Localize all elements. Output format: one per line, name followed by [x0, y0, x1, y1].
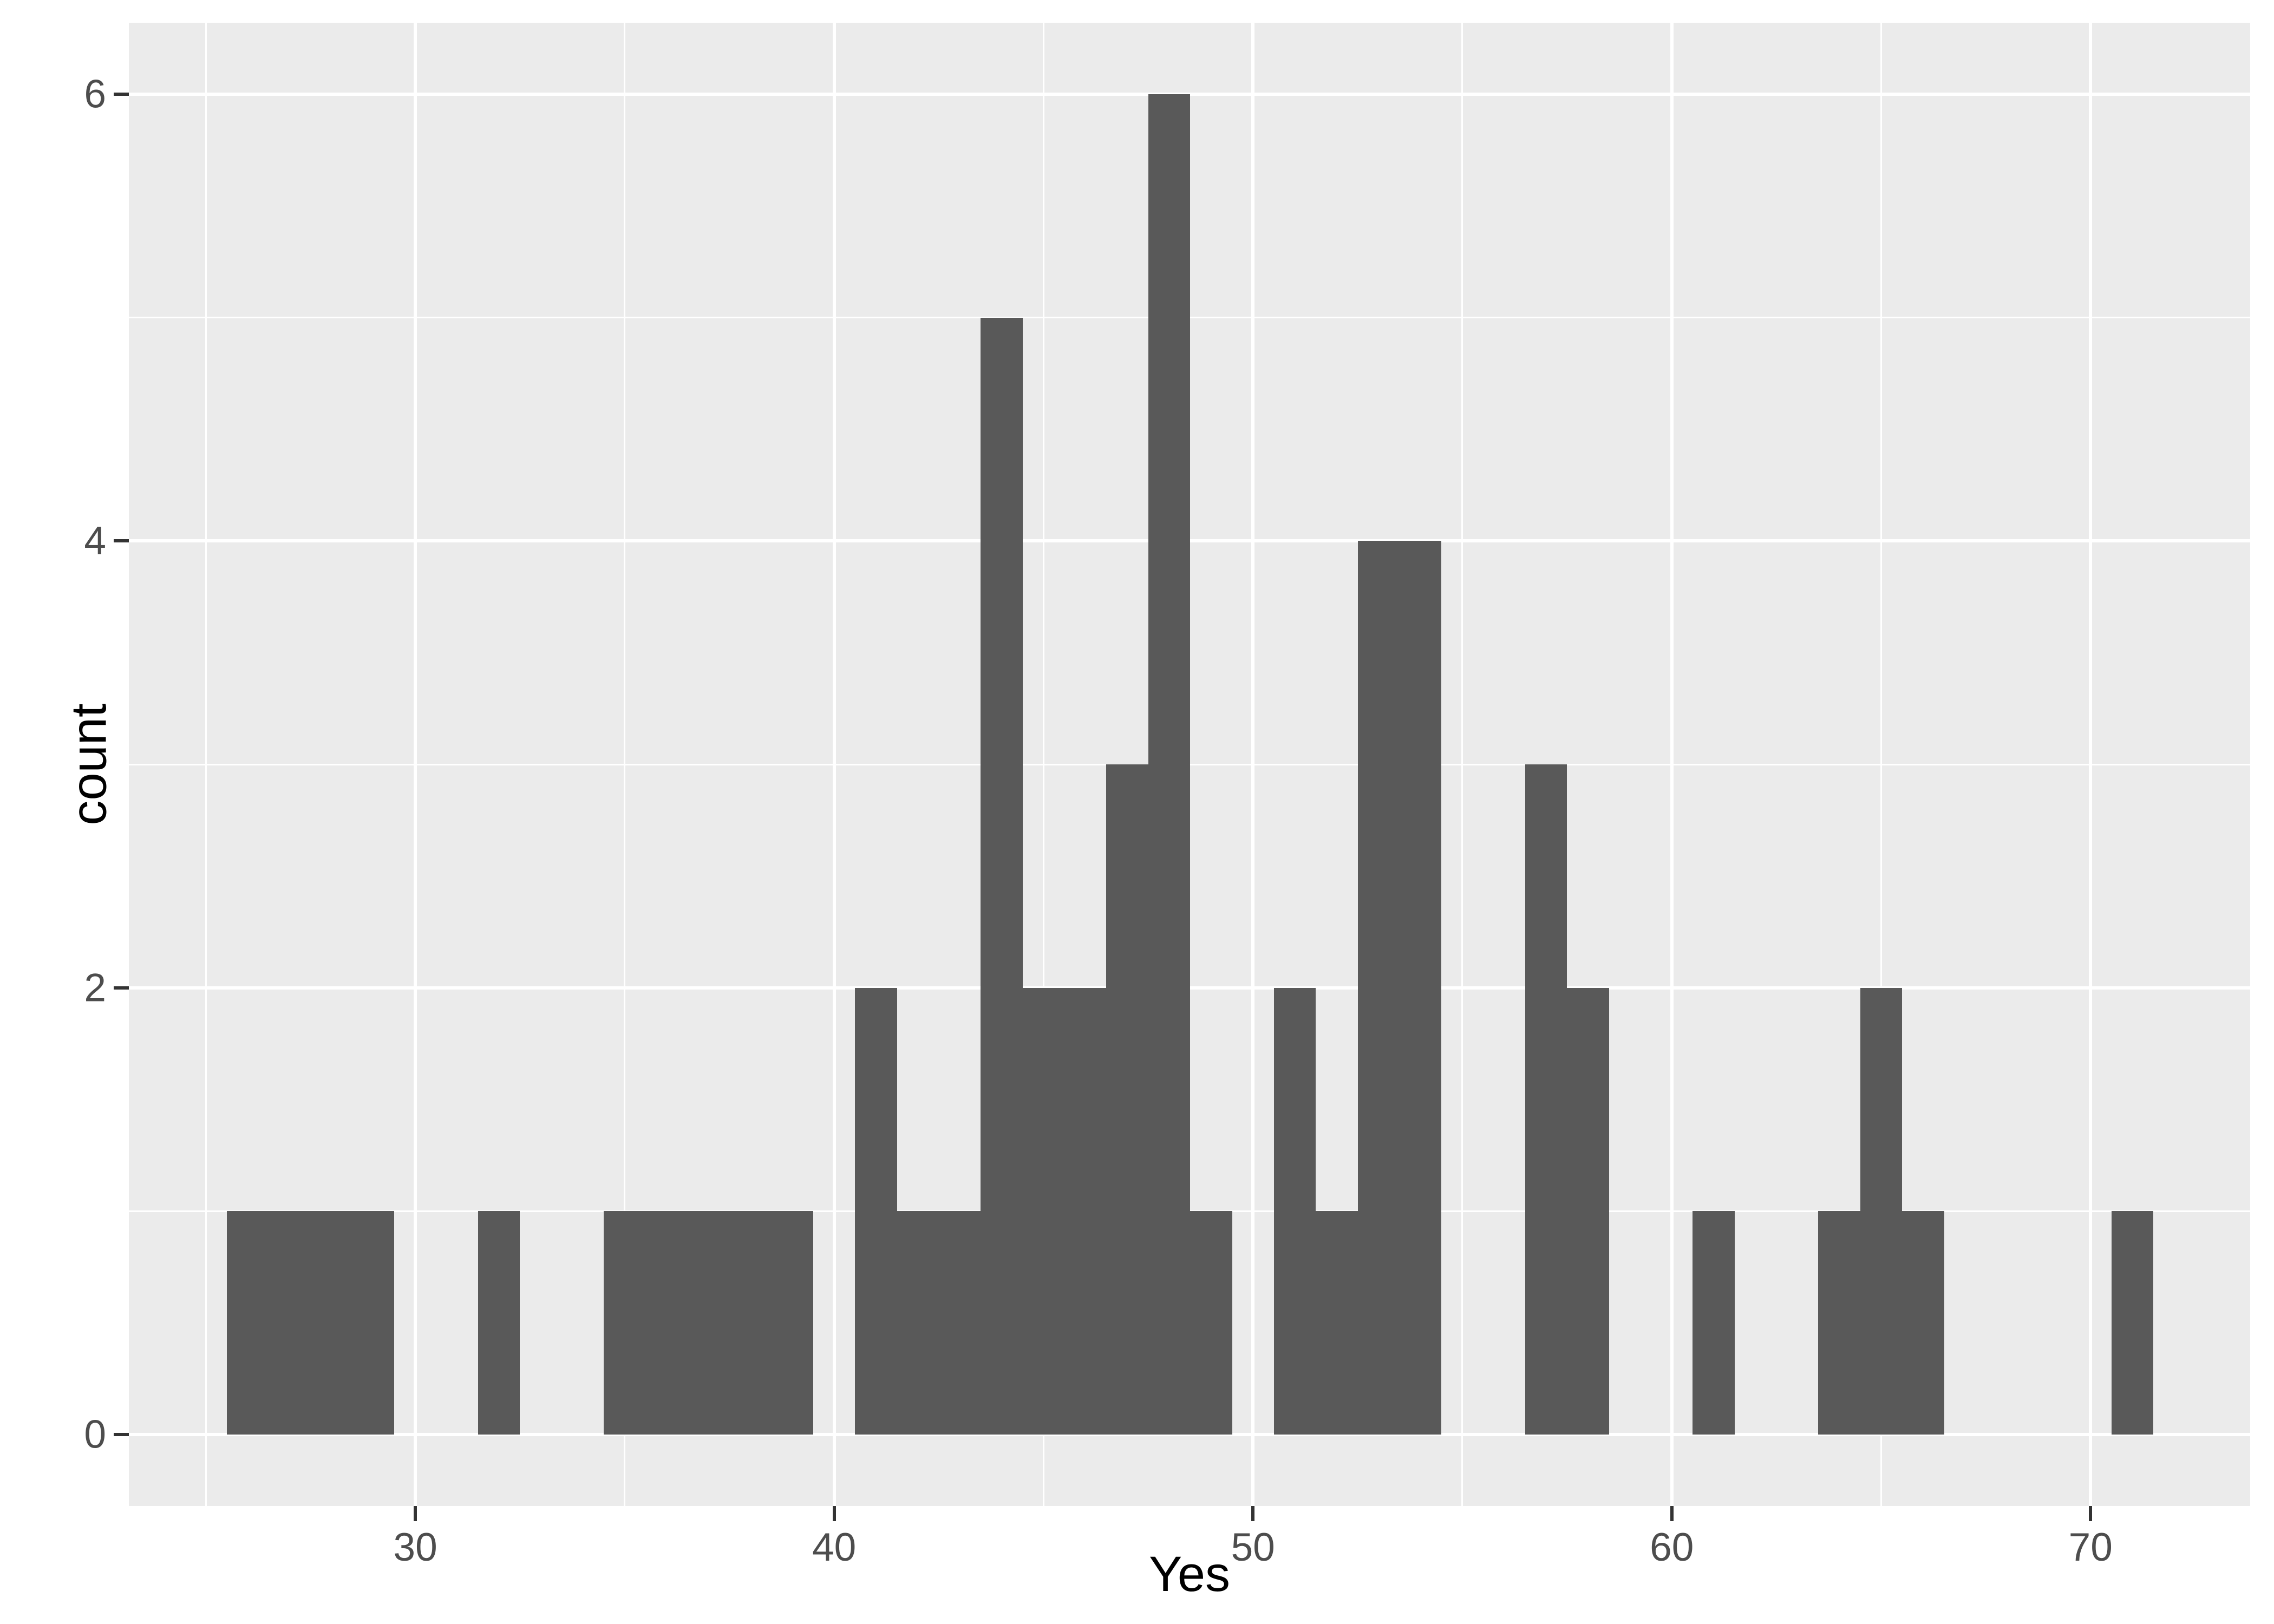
- x-axis-tick-mark: [1670, 1506, 1674, 1521]
- histogram-bar: [1064, 987, 1107, 1435]
- x-axis-tick-label: 50: [1231, 1525, 1275, 1569]
- histogram-bar: [1902, 1211, 1944, 1435]
- x-axis-title: Yes: [1148, 1547, 1231, 1602]
- histogram-bar: [729, 1211, 772, 1435]
- x-axis-tick-mark: [1251, 1506, 1255, 1521]
- x-axis-tick-label: 30: [393, 1525, 437, 1569]
- histogram-bar: [1022, 987, 1065, 1435]
- x-axis-tick-mark: [2089, 1506, 2093, 1521]
- histogram-bar: [1860, 987, 1903, 1435]
- histogram-bar: [1273, 987, 1316, 1435]
- histogram-bar: [1148, 94, 1191, 1435]
- y-axis-title: count: [61, 703, 117, 826]
- x-major-gridline: [832, 23, 836, 1506]
- histogram-bar: [1693, 1211, 1735, 1435]
- histogram-bar: [1818, 1211, 1860, 1435]
- x-axis-tick-label: 70: [2068, 1525, 2113, 1569]
- histogram-bar: [981, 317, 1023, 1435]
- histogram-bar: [855, 987, 897, 1435]
- x-major-gridline: [1670, 23, 1674, 1506]
- histogram-bar: [771, 1211, 813, 1435]
- x-major-gridline: [1251, 23, 1255, 1506]
- y-axis-tick-mark: [114, 93, 129, 96]
- histogram-bar: [1106, 764, 1148, 1435]
- histogram-bar: [1316, 1211, 1358, 1435]
- histogram-bar: [939, 1211, 981, 1435]
- y-major-gridline: [129, 1432, 2250, 1436]
- y-axis-tick-label: 2: [84, 966, 106, 1010]
- histogram-bar: [269, 1211, 311, 1435]
- y-axis-tick-mark: [114, 539, 129, 543]
- histogram-bar: [478, 1211, 520, 1435]
- y-axis-tick-mark: [114, 1432, 129, 1436]
- x-major-gridline: [414, 23, 417, 1506]
- histogram-bar: [1190, 1211, 1232, 1435]
- histogram-bar: [1357, 541, 1400, 1435]
- histogram-bar: [604, 1211, 646, 1435]
- histogram-bar: [645, 1211, 688, 1435]
- histogram-bar: [310, 1211, 353, 1435]
- histogram-bar: [1525, 764, 1567, 1435]
- y-axis-tick-label: 4: [84, 519, 106, 563]
- histogram-bar: [687, 1211, 730, 1435]
- histogram-bar: [227, 1211, 269, 1435]
- histogram-bar: [1567, 987, 1609, 1435]
- x-axis-tick-mark: [414, 1506, 417, 1521]
- x-major-gridline: [2089, 23, 2093, 1506]
- histogram-bar: [1399, 541, 1442, 1435]
- histogram-bar: [352, 1211, 395, 1435]
- y-axis-tick-mark: [114, 986, 129, 990]
- histogram-bar: [2111, 1211, 2154, 1435]
- x-axis-tick-label: 60: [1650, 1525, 1694, 1569]
- x-axis-tick-mark: [832, 1506, 836, 1521]
- x-axis-tick-label: 40: [812, 1525, 857, 1569]
- histogram-bar: [897, 1211, 939, 1435]
- plot-panel: [129, 23, 2250, 1506]
- y-axis-tick-label: 6: [84, 72, 106, 116]
- y-axis-tick-label: 0: [84, 1412, 106, 1457]
